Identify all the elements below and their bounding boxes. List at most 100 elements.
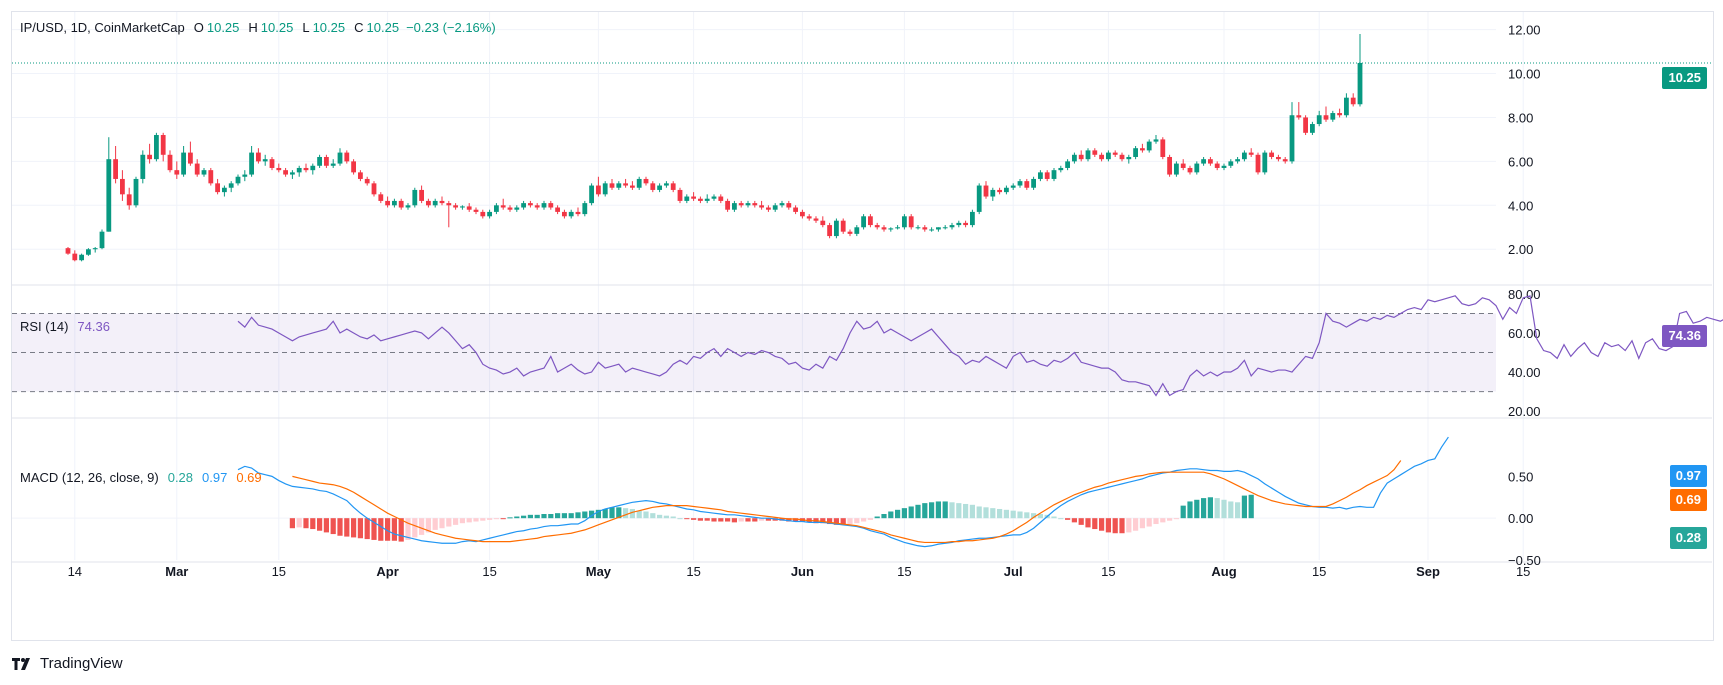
macd-histogram-bar	[929, 502, 935, 519]
candle-body	[378, 194, 384, 201]
candle-body	[1350, 97, 1356, 105]
price-axis-tick: 6.00	[1508, 154, 1533, 169]
macd-histogram-bar	[303, 518, 309, 529]
candle-body	[636, 178, 642, 188]
macd-axis-tick: 0.50	[1508, 469, 1533, 484]
candle-body	[1112, 152, 1118, 155]
candle-body	[86, 249, 91, 255]
candle-body	[1221, 165, 1227, 168]
macd-histogram-bar	[963, 503, 969, 519]
macd-histogram-bar	[1139, 518, 1145, 529]
macd-histogram-bar	[1071, 518, 1077, 523]
candle-body	[1024, 181, 1030, 188]
candle-body	[718, 196, 724, 201]
candle-body	[936, 227, 941, 230]
candle-body	[521, 203, 526, 208]
rsi-value-tag: 74.36	[1662, 325, 1707, 347]
tradingview-logo[interactable]: TradingView	[12, 655, 123, 672]
macd-histogram-bar	[412, 518, 418, 538]
candle-body	[609, 183, 615, 188]
candle-body	[704, 198, 710, 201]
candle-body	[874, 225, 880, 228]
macd-histogram-bar	[480, 518, 486, 521]
macd-histogram-bar	[493, 518, 499, 520]
change-value: −0.23 (−2.16%)	[406, 20, 496, 35]
candle-body	[256, 152, 261, 162]
macd-histogram-bar	[983, 507, 989, 519]
macd-histogram-bar	[1167, 518, 1173, 521]
macd-histogram-bar	[901, 508, 907, 519]
candle-body	[745, 203, 751, 206]
macd-label: MACD (12, 26, close, 9)	[20, 470, 159, 485]
macd-histogram-bar	[487, 518, 493, 520]
macd-histogram-bar	[378, 518, 384, 541]
candle-body	[868, 216, 873, 226]
candle-body	[324, 156, 329, 166]
candle-body	[861, 216, 866, 228]
macd-histogram-bar	[466, 518, 472, 523]
x-axis-tick: 15	[686, 564, 700, 579]
candle-body	[398, 200, 404, 208]
candle-body	[881, 227, 887, 230]
candle-body	[1078, 154, 1084, 160]
x-axis-tick: 15	[272, 564, 286, 579]
macd-histogram-bar	[759, 518, 765, 521]
candle-body	[698, 198, 703, 201]
candle-body	[500, 205, 506, 208]
candle-body	[949, 225, 955, 228]
candle-body	[317, 156, 322, 166]
macd-histogram-bar	[1221, 499, 1227, 519]
x-axis-tick: 14	[68, 564, 82, 579]
candle-body	[453, 205, 458, 208]
macd-histogram-bar	[432, 518, 438, 530]
macd-histogram-bar	[657, 514, 663, 519]
candle-body	[426, 200, 431, 206]
macd-histogram-bar	[874, 516, 880, 519]
candle-body	[983, 185, 989, 197]
candle-body	[1187, 167, 1193, 173]
candle-body	[385, 200, 390, 206]
rsi-legend: RSI (14) 74.36	[20, 319, 113, 334]
macd-histogram-bar	[725, 518, 731, 522]
macd-histogram-bar	[330, 518, 336, 535]
macd-histogram-bar	[1126, 518, 1132, 533]
candle-body	[691, 196, 696, 199]
candle-body	[480, 211, 486, 217]
candle-body	[1248, 152, 1254, 155]
candle-body	[555, 207, 560, 212]
candle-body	[1085, 150, 1091, 160]
candle-body	[997, 189, 1002, 193]
rsi-axis-tick: 20.00	[1508, 404, 1541, 419]
macd-histogram-bar	[371, 518, 377, 540]
candle-body	[766, 207, 771, 210]
x-axis-tick: Aug	[1211, 564, 1236, 579]
macd-histogram-bar	[391, 518, 397, 541]
macd-histogram-bar	[595, 509, 601, 519]
candle-body	[65, 248, 71, 254]
candle-body	[650, 183, 656, 190]
candle-body	[439, 200, 445, 204]
candle-body	[466, 206, 472, 210]
candle-body	[922, 227, 928, 230]
candle-body	[534, 205, 540, 208]
candle-body	[1017, 181, 1023, 186]
macd-value-tag: 0.97	[1669, 465, 1707, 487]
macd-histogram-bar	[990, 508, 996, 519]
candle-body	[942, 227, 948, 229]
macd-histogram-bar	[711, 518, 717, 522]
macd-histogram-bar	[793, 518, 799, 522]
candle-body	[1337, 113, 1342, 116]
macd-histogram-bar	[1065, 518, 1071, 520]
candle-body	[575, 211, 581, 215]
macd-histogram-bar	[398, 518, 404, 542]
x-axis-tick: 15	[482, 564, 496, 579]
macd-histogram-bar	[623, 508, 629, 519]
candle-body	[643, 178, 649, 184]
candle-body	[494, 205, 499, 212]
candle-body	[1010, 185, 1016, 188]
candle-body	[106, 159, 112, 232]
macd-histogram-bar	[820, 518, 826, 524]
candle-body	[208, 170, 214, 184]
candle-body	[562, 211, 567, 217]
